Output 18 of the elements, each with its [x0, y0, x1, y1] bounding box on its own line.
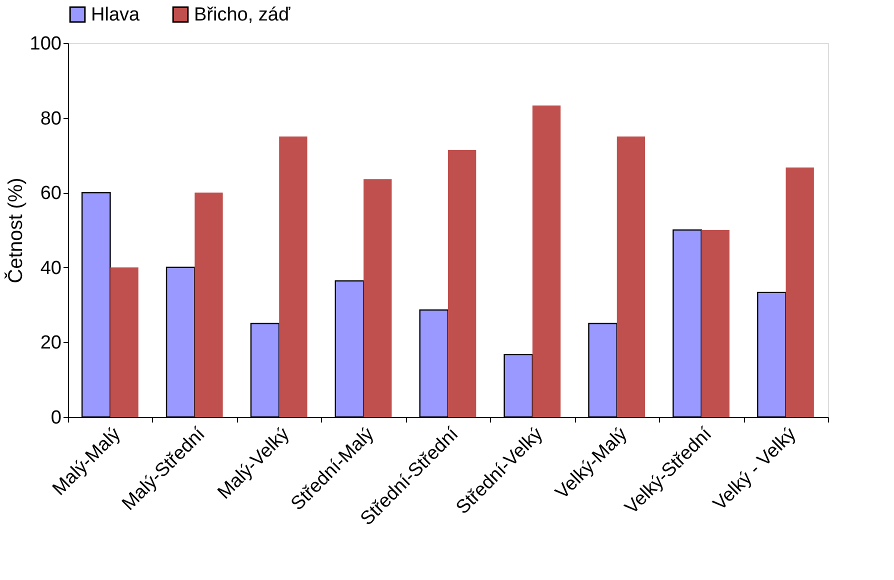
bar: [110, 267, 138, 417]
bar: [532, 105, 561, 417]
y-tick-label: 40: [40, 258, 62, 279]
y-axis-title: Četnost (%): [4, 178, 27, 284]
y-tick-label: 80: [40, 108, 62, 130]
bar: [616, 136, 646, 417]
bar: [701, 230, 730, 417]
legend-label: Břicho, záď: [194, 4, 290, 26]
y-tick-label: 60: [40, 183, 62, 204]
bar: [364, 179, 392, 417]
y-tick-label: 20: [40, 332, 62, 354]
bar: [194, 192, 223, 417]
bar: [786, 168, 814, 417]
legend-label: Hlava: [91, 4, 140, 26]
y-tick-label: 0: [50, 408, 62, 428]
y-tick-label: 100: [30, 34, 62, 54]
bar: [279, 136, 308, 417]
bar: [448, 150, 476, 417]
